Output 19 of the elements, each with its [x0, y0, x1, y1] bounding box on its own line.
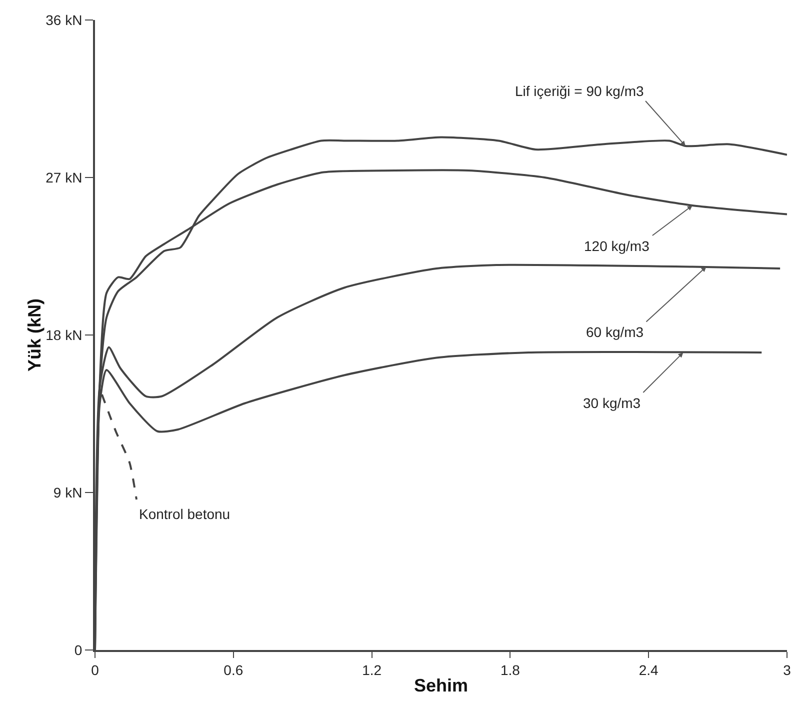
- annotation: 30 kg/m3: [583, 395, 641, 411]
- y-tick-label: 0: [74, 642, 82, 658]
- x-tick-label: 0: [91, 662, 100, 678]
- y-tick-label: 36 kN: [46, 12, 82, 28]
- x-tick-label: 3: [783, 662, 792, 678]
- y-tick-label: 9 kN: [53, 484, 82, 500]
- x-tick-label: 2.4: [638, 662, 659, 678]
- annotation: 120 kg/m3: [584, 238, 650, 254]
- y-tick-label: 18 kN: [46, 326, 82, 343]
- x-axis-title: Sehim: [414, 675, 468, 696]
- y-tick-label: 27 kN: [46, 169, 82, 186]
- annotation: Kontrol betonu: [139, 506, 230, 522]
- x-tick-label: 1.8: [500, 662, 520, 678]
- y-axis-title: Yük (kN): [24, 298, 44, 372]
- annotation: 60 kg/m3: [586, 324, 644, 340]
- x-tick-label: 0.6: [224, 662, 244, 678]
- annotation: Lif içeriği = 90 kg/m3: [515, 83, 644, 99]
- x-tick-label: 1.2: [362, 662, 382, 678]
- line-series: [100, 394, 138, 500]
